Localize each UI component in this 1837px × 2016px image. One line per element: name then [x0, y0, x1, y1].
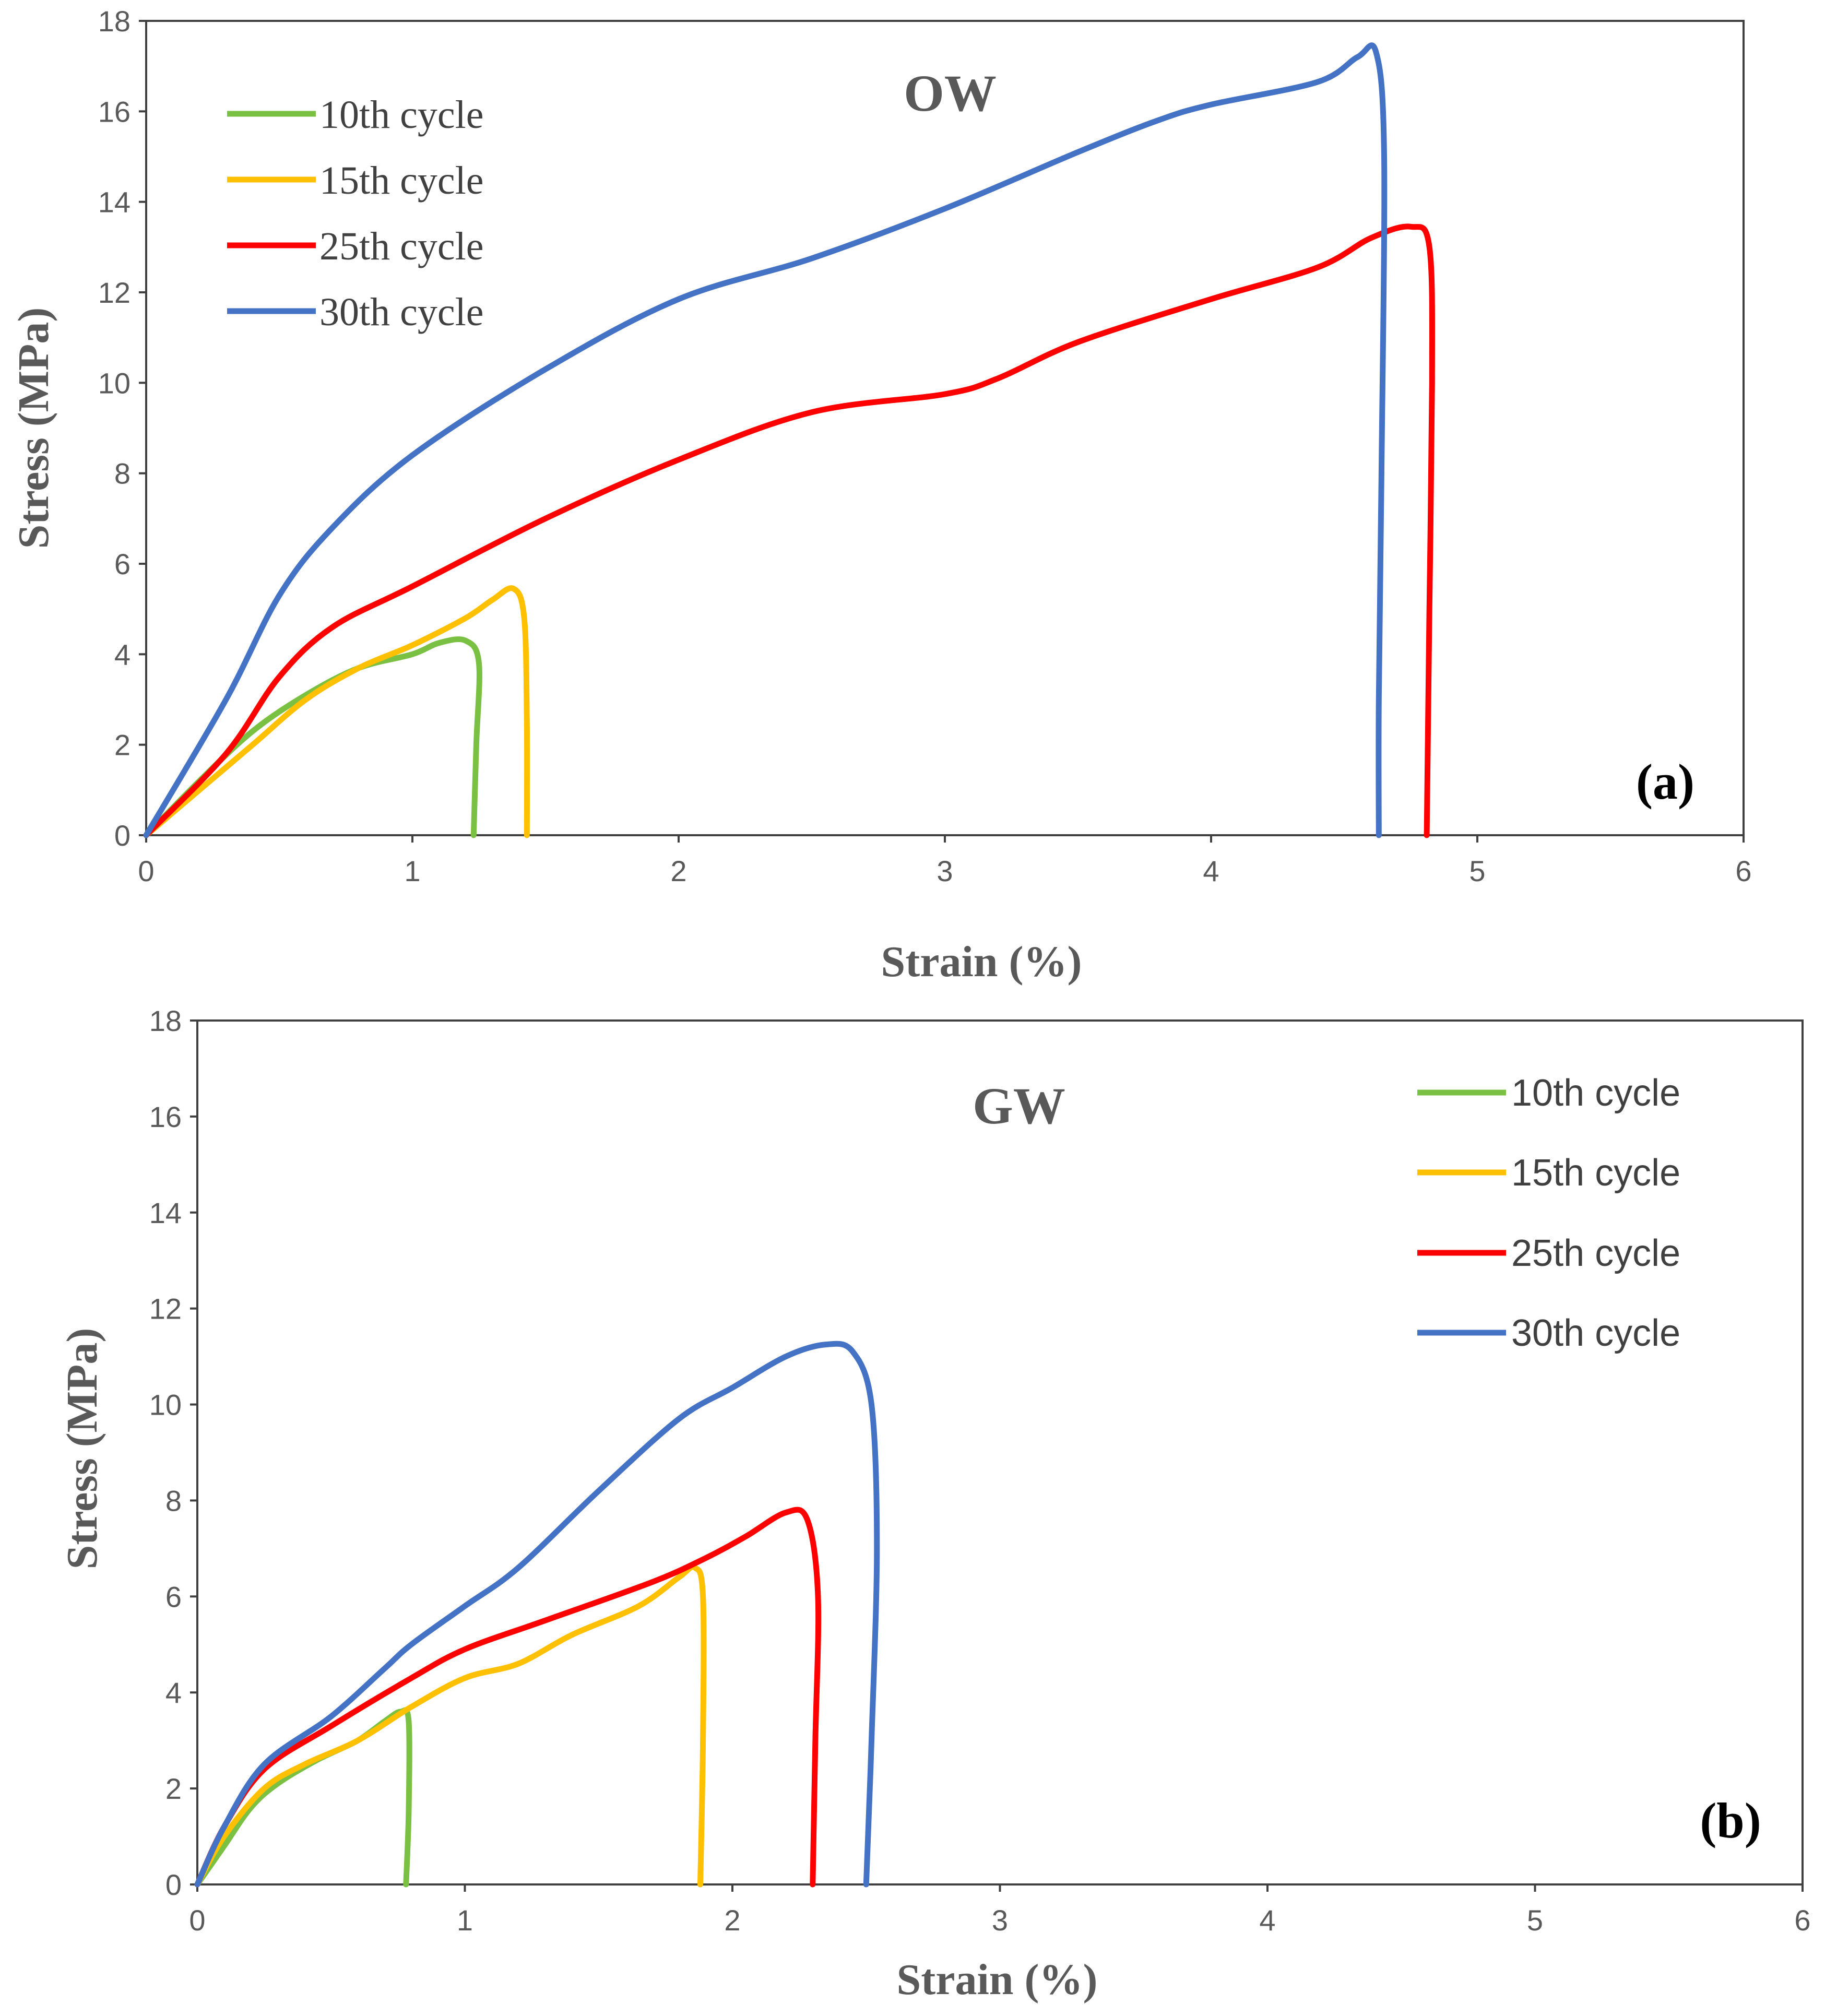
y-ticks-b: 0 2 4 6 8 10 12 14 16 18 [149, 1004, 197, 1901]
x-tick-label-a-0: 0 [138, 855, 154, 887]
legend-b: 10th cycle 15th cycle 25th cycle 30th cy… [1417, 1072, 1680, 1354]
series-line-b-25th-cycle [194, 1507, 822, 1888]
legend-label-a-30th: 30th cycle [319, 290, 483, 334]
series-group-b [194, 1341, 880, 1888]
panel-label-b: (b) [1700, 1793, 1761, 1848]
y-tick-label-b-6: 6 [165, 1580, 182, 1613]
series-line-a-30th-cycle [143, 42, 1388, 838]
legend-a: 10th cycle 15th cycle 25th cycle 30th cy… [227, 93, 483, 334]
x-tick-label-a-2: 2 [670, 855, 686, 887]
series-line-a-15th-cycle [143, 585, 530, 838]
x-tick-label-b-2: 2 [724, 1904, 740, 1937]
x-tick-label-b-4: 4 [1259, 1904, 1275, 1937]
series-line-b-15th-cycle [194, 1564, 707, 1888]
y-ticks-a: 0 2 4 6 8 10 12 14 16 18 [98, 5, 146, 852]
y-tick-label-a-12: 12 [98, 276, 131, 309]
y-tick-label-a-4: 4 [114, 638, 131, 671]
y-tick-label-a-8: 8 [114, 457, 131, 490]
y-tick-label-b-16: 16 [149, 1100, 182, 1133]
series-line-b-30th-cycle [194, 1341, 880, 1888]
x-tick-label-a-4: 4 [1203, 855, 1219, 887]
x-tick-label-b-5: 5 [1527, 1904, 1543, 1937]
x-tick-label-b-3: 3 [992, 1904, 1008, 1937]
x-tick-label-a-6: 6 [1735, 855, 1751, 887]
y-tick-label-b-12: 12 [149, 1292, 182, 1325]
x-ticks-b: 0 1 2 3 4 5 6 [189, 1884, 1811, 1937]
legend-label-b-25th: 25th cycle [1511, 1232, 1680, 1274]
y-tick-label-b-2: 2 [165, 1772, 182, 1805]
x-tick-label-b-6: 6 [1794, 1904, 1810, 1937]
panel-title-a: OW [904, 64, 997, 122]
legend-label-b-30th: 30th cycle [1511, 1312, 1680, 1354]
y-axis-title-a: Stress (MPa) [9, 307, 58, 549]
y-tick-label-a-10: 10 [98, 366, 131, 399]
y-tick-label-a-16: 16 [98, 95, 131, 128]
y-tick-label-a-2: 2 [114, 729, 131, 762]
legend-label-a-10th: 10th cycle [319, 93, 483, 137]
y-tick-label-b-0: 0 [165, 1868, 182, 1901]
x-tick-label-a-5: 5 [1469, 855, 1485, 887]
legend-label-b-10th: 10th cycle [1511, 1072, 1680, 1114]
y-tick-label-a-0: 0 [114, 819, 131, 852]
legend-label-a-25th: 25th cycle [319, 224, 483, 268]
x-tick-label-b-0: 0 [189, 1904, 205, 1937]
y-tick-label-a-14: 14 [98, 186, 131, 219]
y-tick-label-b-10: 10 [149, 1389, 182, 1421]
y-tick-label-b-8: 8 [165, 1484, 182, 1517]
x-tick-label-b-1: 1 [457, 1904, 473, 1937]
y-tick-label-b-18: 18 [149, 1004, 182, 1037]
y-tick-label-b-14: 14 [149, 1196, 182, 1229]
x-tick-label-a-1: 1 [404, 855, 420, 887]
x-axis-title-b: Strain (%) [897, 1955, 1098, 2004]
y-tick-label-b-4: 4 [165, 1676, 182, 1709]
panel-title-b: GW [973, 1077, 1065, 1135]
x-ticks-a: 0 1 2 3 4 5 6 [138, 835, 1752, 887]
y-tick-label-a-6: 6 [114, 548, 131, 580]
series-group-a [143, 42, 1435, 838]
y-axis-title-b: Stress (MPa) [58, 1328, 106, 1570]
x-axis-title-a: Strain (%) [881, 938, 1082, 986]
series-line-a-25th-cycle [143, 223, 1435, 838]
y-tick-label-a-18: 18 [98, 5, 131, 38]
x-tick-label-a-3: 3 [937, 855, 953, 887]
legend-label-b-15th: 15th cycle [1511, 1152, 1680, 1194]
panel-label-a: (a) [1636, 754, 1694, 810]
legend-label-a-15th: 15th cycle [319, 159, 483, 203]
